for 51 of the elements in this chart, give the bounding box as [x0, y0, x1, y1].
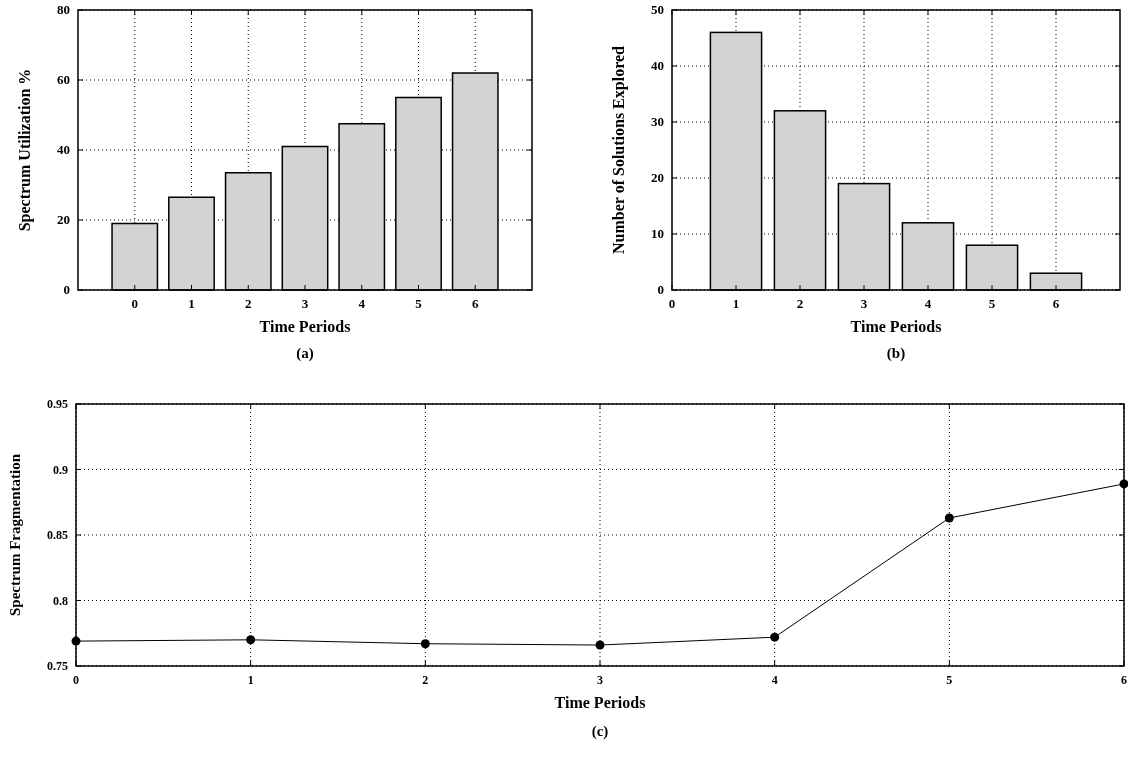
x-tick-label: 5 [415, 296, 423, 311]
y-tick-label: 0.95 [47, 397, 68, 411]
y-tick-label: 0 [657, 282, 664, 297]
x-tick-label: 3 [597, 673, 603, 687]
y-tick-label: 30 [651, 114, 664, 129]
y-tick-label: 10 [651, 226, 664, 241]
x-axis-title: Time Periods [554, 694, 646, 711]
y-tick-label: 0.85 [47, 528, 68, 542]
point [246, 635, 256, 645]
x-tick-label: 6 [1052, 296, 1060, 311]
x-tick-label: 2 [796, 296, 804, 311]
point [770, 632, 780, 642]
y-tick-label: 0 [63, 282, 70, 297]
x-tick-label: 2 [245, 296, 252, 311]
x-tick-label: 1 [247, 673, 254, 687]
x-tick-label: 2 [422, 673, 429, 687]
point [595, 640, 605, 650]
text: (a) [296, 345, 314, 362]
y-axis-title: Spectrum Utilization % [16, 68, 34, 232]
x-axis-title: Time Periods [259, 318, 351, 335]
y-tick-label: 0.8 [53, 593, 68, 608]
y-tick-label: 0.75 [47, 659, 68, 673]
point [420, 639, 430, 649]
y-tick-label: 0.9 [53, 462, 68, 477]
y-tick-label: 50 [651, 2, 664, 17]
x-tick-label: 5 [946, 673, 953, 687]
x-tick-label: 0 [668, 296, 676, 311]
x-tick-label: 4 [924, 296, 932, 311]
x-tick-label: 1 [188, 296, 195, 311]
y-axis-title: Number of Solutions Explored [610, 45, 628, 254]
y-tick-label: 40 [57, 142, 70, 157]
y-tick-label: 20 [651, 170, 664, 185]
y-tick-label: 60 [57, 72, 70, 87]
text: (c) [591, 723, 609, 740]
y-tick-label: 40 [651, 58, 664, 73]
y-tick-label: 20 [57, 212, 70, 227]
x-tick-label: 0 [73, 673, 79, 687]
text: (b) [886, 345, 906, 362]
x-tick-label: 4 [771, 673, 778, 687]
x-axis-title: Time Periods [850, 318, 942, 335]
y-axis-title: Spectrum Fragmentation [7, 453, 23, 617]
x-tick-label: 3 [301, 296, 309, 311]
x-tick-label: 5 [988, 296, 996, 311]
point [944, 513, 954, 523]
x-tick-label: 6 [472, 296, 479, 311]
x-tick-label: 0 [131, 296, 138, 311]
x-tick-label: 4 [358, 296, 366, 311]
x-tick-label: 1 [732, 296, 740, 311]
x-tick-label: 3 [860, 296, 868, 311]
y-tick-label: 80 [57, 2, 70, 17]
x-tick-label: 6 [1121, 673, 1127, 687]
